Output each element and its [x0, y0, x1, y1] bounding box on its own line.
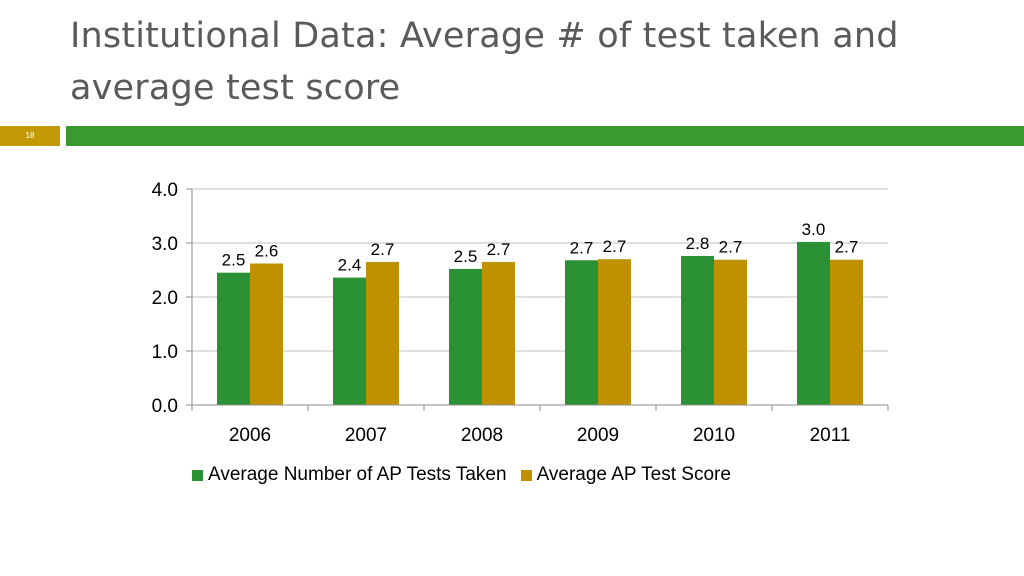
- slide-number: 18: [0, 126, 60, 146]
- data-label: 2.5: [454, 247, 478, 266]
- data-label: 3.0: [802, 220, 826, 239]
- title-rule: [66, 126, 1024, 146]
- x-tick-label: 2006: [229, 425, 271, 446]
- bar-tests-taken: [565, 260, 598, 405]
- y-tick-label: 2.0: [152, 288, 178, 309]
- data-label: 2.7: [570, 238, 594, 257]
- bar-tests-taken: [681, 255, 714, 405]
- x-tick-label: 2011: [810, 425, 851, 446]
- data-label: 2.8: [686, 234, 710, 253]
- data-label: 2.7: [835, 238, 859, 257]
- bar-test-score: [830, 259, 863, 405]
- data-label: 2.6: [255, 242, 279, 261]
- legend-label-tests-taken: Average Number of AP Tests Taken: [208, 464, 507, 485]
- data-label: 2.7: [603, 237, 627, 256]
- bar-test-score: [366, 261, 399, 405]
- legend-item-tests-taken: Average Number of AP Tests Taken: [192, 464, 507, 486]
- data-label: 2.4: [338, 256, 362, 275]
- bar-tests-taken: [333, 277, 366, 405]
- y-tick-label: 3.0: [152, 234, 178, 255]
- bar-test-score: [598, 259, 631, 405]
- x-tick-label: 2008: [461, 425, 503, 446]
- slide-title: Institutional Data: Average # of test ta…: [70, 16, 899, 108]
- bar-tests-taken: [797, 241, 830, 405]
- legend-swatch-test-score: [520, 469, 532, 481]
- data-label: 2.5: [222, 251, 246, 270]
- bar-test-score: [250, 263, 283, 405]
- data-label: 2.7: [487, 240, 511, 259]
- legend-item-test-score: Average AP Test Score: [520, 464, 731, 486]
- y-tick-label: 0.0: [152, 396, 178, 417]
- data-label: 2.7: [719, 238, 743, 257]
- bar-tests-taken: [449, 268, 482, 405]
- bar-test-score: [714, 259, 747, 405]
- x-tick-label: 2007: [345, 425, 387, 446]
- legend-swatch-tests-taken: [192, 469, 203, 481]
- bar-test-score: [482, 261, 515, 405]
- legend-label-test-score: Average AP Test Score: [536, 464, 731, 485]
- y-tick-label: 1.0: [152, 342, 178, 363]
- x-tick-label: 2009: [577, 425, 619, 446]
- bar-tests-taken: [217, 272, 250, 405]
- x-tick-label: 2010: [693, 425, 735, 446]
- y-tick-label: 4.0: [152, 180, 178, 201]
- chart-legend: Average Number of AP Tests Taken Average…: [192, 462, 731, 488]
- data-label: 2.7: [371, 240, 395, 259]
